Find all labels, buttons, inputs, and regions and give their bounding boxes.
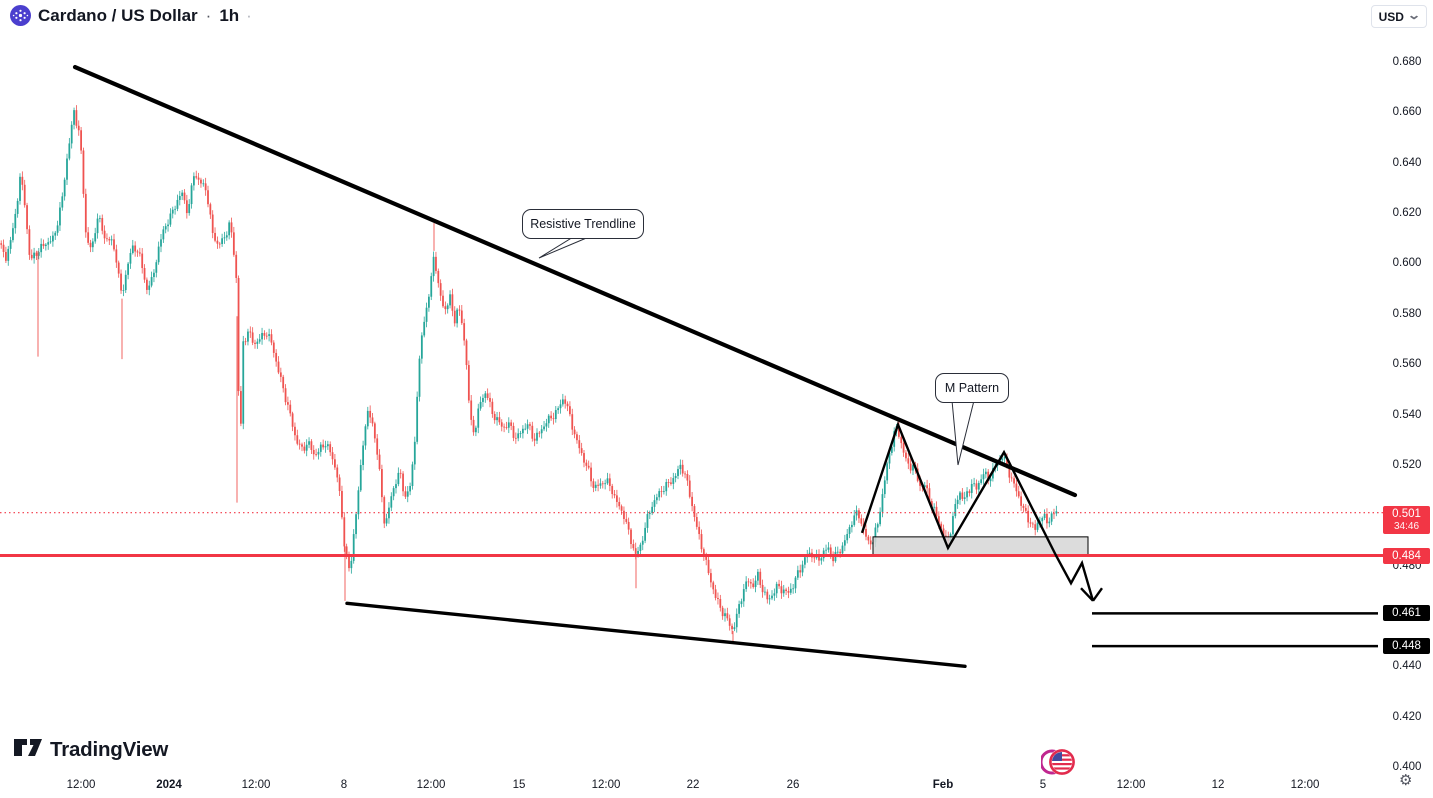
symbol-header[interactable]: Cardano / US Dollar · 1h ·	[10, 5, 252, 26]
price-axis-tick: 0.520	[1392, 458, 1422, 471]
price-axis-tick: 0.620	[1392, 207, 1422, 220]
target-level-label-2: 0.448	[1383, 638, 1430, 655]
price-axis-tick: 0.660	[1392, 106, 1422, 119]
support-level-label: 0.484	[1383, 547, 1430, 564]
time-axis-tick: 12	[1211, 779, 1225, 791]
price-axis-tick: 0.560	[1392, 358, 1422, 371]
bar-countdown: 34:46	[1393, 520, 1420, 532]
callout-m-pattern[interactable]: M Pattern	[935, 373, 1009, 403]
time-axis-tick: 22	[686, 779, 700, 791]
time-axis-tick: 8	[340, 779, 348, 791]
price-axis-tick: 0.640	[1392, 156, 1422, 169]
price-axis-tick: 0.600	[1392, 257, 1422, 270]
currency-dropdown[interactable]: USD ⌄	[1370, 5, 1427, 28]
target-level-label-1: 0.461	[1383, 605, 1430, 622]
tradingview-mark-icon	[14, 738, 43, 762]
price-axis-tick: 0.680	[1392, 56, 1422, 68]
time-axis-tick: 12:00	[1290, 779, 1320, 791]
settings-gear-icon[interactable]: ⚙	[1399, 772, 1413, 789]
price-axis-tick: 0.400	[1392, 761, 1422, 773]
usd-flag-icon	[1039, 746, 1077, 783]
price-axis-tick: 0.440	[1392, 660, 1422, 673]
title-separator: ·	[205, 5, 212, 25]
time-axis-tick: 12:00	[591, 779, 621, 791]
time-axis-tick: 12:00	[241, 779, 271, 791]
time-axis-tick: 12:00	[1116, 779, 1146, 791]
chevron-down-icon: ⌄	[1406, 7, 1422, 22]
time-axis-tick: 5	[1039, 779, 1047, 791]
price-axis-tick: 0.580	[1392, 307, 1422, 320]
time-axis-tick: 26	[786, 779, 800, 791]
cardano-logo-icon	[10, 5, 31, 26]
price-axis-tick: 0.420	[1392, 710, 1422, 723]
time-axis-tick: 12:00	[416, 779, 446, 791]
tradingview-wordmark: TradingView	[50, 738, 169, 761]
time-axis-tick: Feb	[932, 779, 954, 791]
title-trailing-dot: ·	[246, 5, 252, 25]
current-price-value: 0.501	[1392, 507, 1421, 520]
time-axis-tick: 2024	[156, 779, 182, 791]
time-axis-tick: 15	[512, 779, 526, 791]
symbol-title: Cardano / US Dollar	[38, 5, 198, 25]
currency-value: USD	[1378, 9, 1404, 24]
interval-label[interactable]: 1h	[219, 5, 240, 25]
current-price-label: 0.501 34:46	[1383, 505, 1430, 534]
tradingview-logo[interactable]: TradingView	[14, 738, 168, 762]
price-axis-tick: 0.540	[1392, 408, 1422, 421]
time-axis-tick: 12:00	[66, 779, 96, 791]
callout-resistive-trendline[interactable]: Resistive Trendline	[522, 209, 644, 239]
